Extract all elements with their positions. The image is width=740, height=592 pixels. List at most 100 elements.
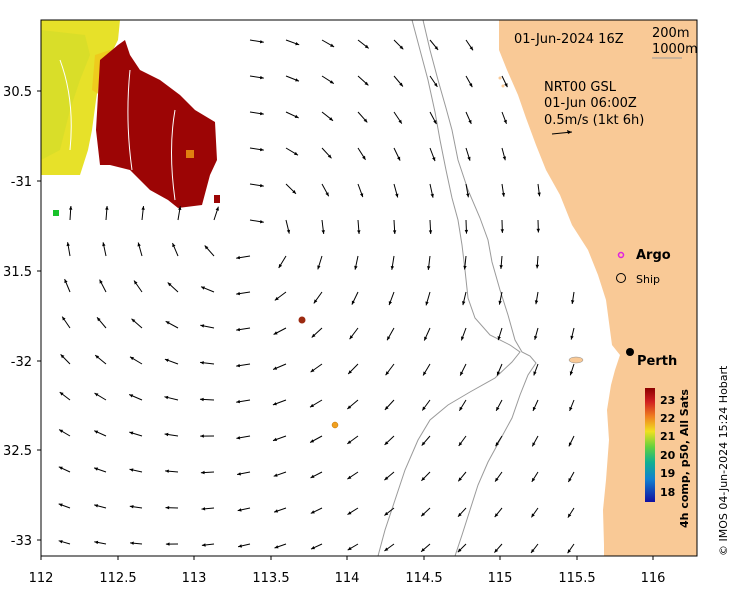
current-vector-head: [164, 432, 169, 437]
current-vector-head: [384, 511, 389, 516]
current-vector-head: [536, 228, 540, 233]
current-vector-head: [294, 151, 298, 156]
colorbar-tick: 23: [660, 394, 675, 407]
colorbar-tick: 19: [660, 467, 675, 480]
current-vector-head: [384, 406, 389, 410]
current-vector-head: [165, 506, 170, 510]
current-vector-head: [392, 230, 397, 234]
current-vector-head: [94, 393, 99, 397]
current-vector-head: [286, 229, 291, 234]
current-vector-head: [571, 300, 575, 304]
current-vector-head: [200, 434, 204, 438]
current-vector-head: [260, 147, 264, 152]
current-vector-head: [260, 220, 264, 224]
current-vector-head: [347, 440, 352, 444]
current-vector-head: [349, 335, 354, 340]
current-vector-head: [502, 156, 506, 161]
date-label: 01-Jun-2024 16Z: [514, 32, 624, 47]
ship-legend-label: Ship: [636, 273, 660, 286]
current-vector-head: [496, 371, 501, 376]
current-vector-head: [236, 436, 241, 440]
current-vector-head: [495, 442, 499, 447]
current-vector-head: [102, 242, 106, 247]
current-vector-head: [215, 206, 219, 211]
current-vector-head: [167, 282, 172, 287]
sst-cool-patch: [41, 20, 120, 175]
current-vector-head: [468, 119, 472, 124]
current-vector-head: [387, 336, 391, 341]
current-vector-head: [238, 544, 242, 548]
current-vector-head: [66, 242, 70, 247]
current-vector-head: [469, 46, 473, 51]
current-vector-head: [422, 406, 426, 411]
current-vector-head: [427, 266, 431, 270]
sst-warm-patch: [96, 40, 220, 208]
current-vector-head: [200, 470, 205, 475]
current-vector-head: [567, 549, 571, 554]
current-vector-head: [364, 44, 369, 49]
current-vector-head: [434, 83, 438, 87]
current-vector-head: [384, 476, 389, 481]
current-vector-head: [458, 477, 462, 482]
current-vector-head: [141, 206, 145, 210]
current-vector-head: [463, 265, 467, 270]
colorbar-tick: 21: [660, 430, 675, 443]
contour-label-200m: 200m: [652, 26, 689, 41]
y-axis: 30.5 -31 31.5 -32 32.5 -33: [3, 85, 41, 549]
current-vector-head: [236, 399, 240, 404]
y-tick-label: 30.5: [3, 85, 32, 100]
current-vector-head: [461, 336, 465, 341]
contour-200m: [422, 20, 537, 556]
current-vector-head: [423, 371, 427, 376]
current-vector-head: [165, 321, 170, 325]
current-vector-head: [311, 546, 315, 550]
current-vector-head: [499, 265, 503, 269]
current-vector-head: [428, 230, 433, 234]
current-vector-head: [129, 394, 134, 398]
current-vector-head: [273, 366, 278, 370]
current-vector-head: [99, 279, 103, 284]
current-vector-head: [424, 336, 428, 341]
current-vector-head: [58, 466, 63, 470]
current-vector-head: [360, 193, 364, 198]
y-tick-label: -33: [11, 534, 32, 549]
current-vector-head: [129, 468, 134, 472]
current-vector-head: [310, 474, 315, 478]
current-vector-head: [58, 540, 63, 544]
current-vector-head: [321, 230, 325, 234]
current-vector-head: [260, 111, 264, 116]
current-vector-head: [311, 333, 316, 338]
current-vector-head: [467, 156, 471, 161]
current-vector-head: [385, 371, 390, 376]
current-vector-head: [398, 119, 402, 124]
obs-point-orange: [331, 421, 339, 429]
current-vector-head: [362, 155, 366, 160]
current-vector-head: [421, 512, 425, 517]
current-vector-head: [533, 371, 537, 376]
current-vector-head: [59, 392, 64, 396]
colorbar-label: 4h comp, p50, All Sats: [678, 389, 691, 528]
current-vector-head: [504, 83, 508, 88]
current-vector-head: [310, 439, 315, 443]
current-vector-head: [97, 317, 101, 322]
current-vector-head: [69, 206, 73, 210]
current-vector-head: [466, 193, 470, 198]
argo-legend-label: Argo: [636, 248, 671, 263]
current-vector-head: [201, 543, 206, 547]
current-vector-head: [496, 406, 500, 411]
current-scale: 0.5m/s (1kt 6h): [544, 113, 644, 128]
current-vector-head: [273, 331, 278, 335]
current-vector-head: [498, 300, 502, 305]
current-vector-head: [531, 513, 535, 518]
current-vector-head: [495, 477, 499, 482]
current-vector-head: [165, 542, 170, 546]
current-vector-head: [274, 296, 279, 301]
x-tick-label: 116: [641, 571, 666, 586]
current-vector-head: [460, 371, 464, 376]
current-vector-head: [62, 316, 66, 321]
current-vector-head: [425, 301, 429, 306]
current-vector-head: [134, 280, 138, 285]
city-label: Perth: [637, 354, 677, 369]
current-vector-head: [164, 358, 169, 362]
